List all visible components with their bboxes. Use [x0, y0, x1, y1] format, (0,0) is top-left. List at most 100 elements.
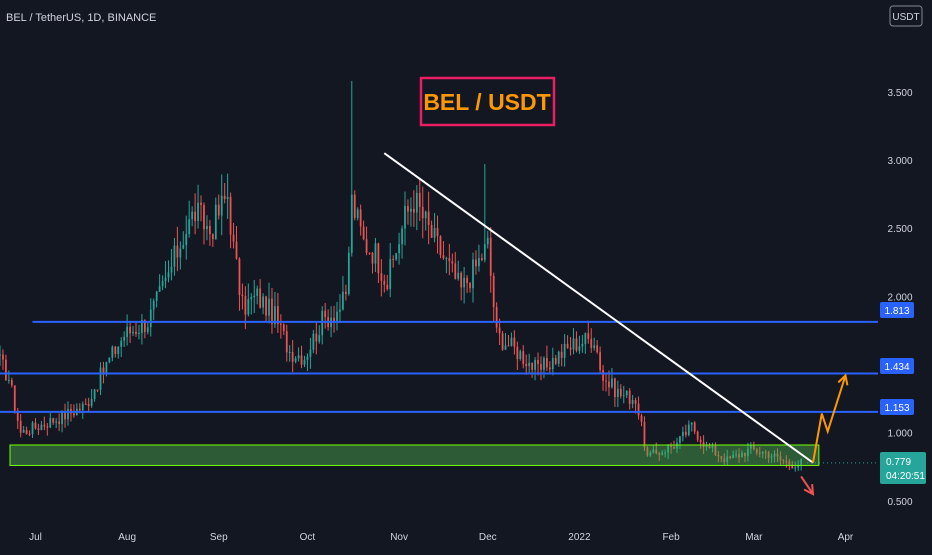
candle — [614, 377, 616, 407]
candle — [333, 305, 335, 333]
bearish-projection-arrow[interactable] — [800, 475, 814, 495]
candle-body — [800, 459, 803, 465]
candle-body — [528, 362, 531, 367]
candle-body — [383, 280, 386, 285]
candle-body — [794, 467, 797, 469]
candle — [457, 260, 460, 281]
candle — [324, 302, 327, 329]
candle — [129, 322, 131, 344]
currency-selector[interactable]: USDT — [889, 5, 923, 27]
candle-body — [73, 413, 75, 416]
title-annotation[interactable]: BEL / USDT — [419, 76, 556, 127]
candle — [132, 325, 134, 337]
candle — [723, 453, 726, 466]
candle-body — [167, 272, 170, 278]
candle-body — [161, 281, 164, 287]
candle-body — [52, 418, 55, 423]
candle-body — [457, 272, 460, 279]
candle — [764, 449, 767, 460]
x-tick-label: 2022 — [568, 532, 591, 543]
candle — [587, 320, 590, 344]
candle — [652, 445, 655, 454]
candle — [200, 195, 202, 222]
candle-body — [84, 403, 87, 405]
candle-body — [282, 324, 285, 332]
candle — [410, 197, 412, 227]
candle — [578, 335, 581, 354]
support-zone[interactable] — [9, 444, 820, 466]
candle-body — [279, 323, 282, 325]
candle-body — [581, 343, 584, 347]
candle — [365, 226, 368, 256]
candle — [779, 451, 782, 465]
candle — [179, 241, 182, 270]
candle-body — [211, 234, 214, 240]
candle — [445, 256, 448, 274]
candle-body — [661, 452, 664, 455]
candle — [61, 410, 63, 433]
candle — [747, 442, 749, 462]
candle-body — [430, 224, 433, 238]
candle — [209, 219, 211, 246]
candle — [560, 344, 563, 367]
candle-body — [5, 359, 7, 381]
candle — [52, 417, 55, 425]
candle — [551, 347, 554, 376]
candle-body — [37, 428, 40, 430]
candle-body — [271, 298, 273, 325]
candle — [581, 335, 584, 353]
annotation-title: BEL / USDT — [423, 89, 550, 115]
x-tick-label: Apr — [838, 532, 854, 543]
price-label-1813: 1.813 — [880, 302, 914, 318]
candle-body — [628, 390, 631, 404]
candle-body — [732, 454, 735, 458]
candle-body — [554, 357, 557, 364]
bullish-projection-arrow[interactable] — [812, 375, 847, 463]
candle — [767, 450, 770, 464]
candle — [383, 274, 386, 293]
candle-body — [300, 355, 303, 365]
candle — [584, 332, 587, 354]
candle — [55, 418, 58, 429]
candle-body — [34, 422, 37, 429]
candle — [374, 237, 377, 273]
time-axis[interactable]: Jul Aug Sep Oct Nov Dec 2022 Feb Mar Apr — [29, 532, 854, 543]
candle-body — [182, 245, 185, 249]
candle — [167, 260, 170, 283]
candle-body — [365, 239, 368, 253]
candle — [454, 251, 457, 280]
candle-body — [708, 444, 711, 448]
candle — [442, 241, 445, 260]
candle — [770, 453, 773, 463]
candle-body — [560, 351, 563, 358]
candle — [498, 318, 501, 345]
candle-body — [13, 385, 16, 411]
candle-body — [312, 333, 315, 350]
candle — [309, 337, 312, 369]
candle — [84, 398, 87, 405]
symbol-title[interactable]: BEL / TetherUS, 1D, BINANCE — [6, 12, 156, 24]
candle-body — [333, 317, 335, 323]
candle-body — [424, 211, 427, 219]
candle-body — [111, 346, 114, 358]
bullish-projection-arrow-head — [837, 373, 849, 386]
candle — [185, 215, 188, 260]
candle-body — [401, 228, 403, 245]
candle-body — [285, 331, 288, 353]
candle-body — [735, 454, 737, 456]
candle — [501, 330, 504, 351]
candle — [87, 397, 90, 413]
candle-body — [415, 192, 418, 213]
candle — [395, 252, 398, 261]
candle — [342, 276, 344, 311]
candle-body — [605, 380, 607, 382]
candle-body — [797, 464, 800, 468]
y-tick-label: 2.000 — [887, 292, 912, 303]
candle — [58, 413, 61, 432]
candle — [495, 302, 498, 333]
candle-body — [522, 351, 525, 364]
downtrend-line[interactable] — [383, 152, 814, 464]
candle-body — [448, 258, 451, 262]
